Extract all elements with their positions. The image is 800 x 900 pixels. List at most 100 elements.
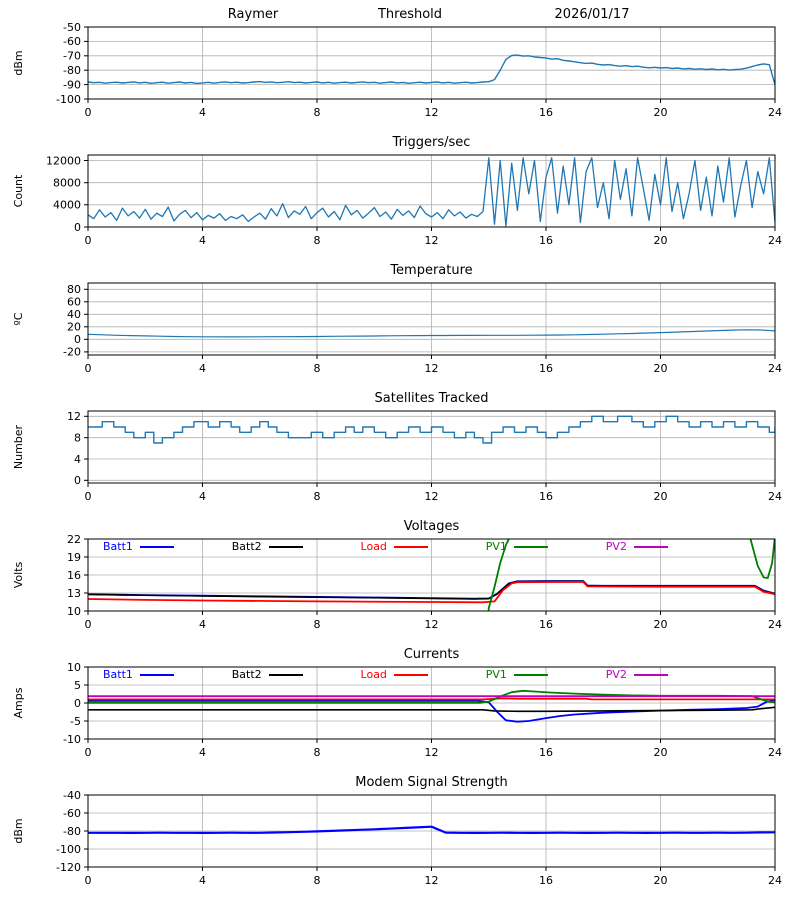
chart-title: Temperature — [390, 263, 473, 278]
svg-text:20: 20 — [654, 362, 668, 375]
y-axis-label: Volts — [12, 561, 25, 589]
svg-text:0: 0 — [74, 474, 81, 487]
svg-text:-120: -120 — [56, 861, 81, 874]
legend-label: Batt2 — [231, 668, 262, 681]
svg-text:24: 24 — [768, 874, 782, 887]
legend-label: Load — [360, 540, 387, 553]
y-axis-label: Count — [12, 174, 25, 208]
svg-text:4: 4 — [199, 362, 206, 375]
legend-line — [513, 673, 548, 676]
svg-text:4: 4 — [199, 618, 206, 631]
svg-text:-10: -10 — [63, 733, 81, 746]
chart-title: Modem Signal Strength — [355, 775, 508, 790]
legend-line — [633, 545, 668, 548]
svg-text:12: 12 — [425, 618, 439, 631]
svg-text:4000: 4000 — [53, 199, 81, 212]
svg-text:12: 12 — [425, 874, 439, 887]
svg-text:-100: -100 — [56, 843, 81, 856]
chart-panel-temperature: Temperature ºC 0 4 8 12 16 20 24 -20 0 20 40 60 80 — [0, 259, 800, 387]
legend-line — [268, 673, 303, 676]
svg-text:10: 10 — [67, 605, 81, 618]
svg-text:12: 12 — [425, 490, 439, 503]
svg-text:16: 16 — [539, 618, 553, 631]
svg-text:0: 0 — [74, 221, 81, 234]
svg-text:0: 0 — [74, 697, 81, 710]
svg-text:8: 8 — [314, 490, 321, 503]
legend-entry-batt2: Batt2 — [232, 540, 303, 553]
legend-entry-load: Load — [361, 668, 428, 681]
svg-text:24: 24 — [768, 362, 782, 375]
currents-plot: 0 4 8 12 16 20 24 -10 -5 0 5 10 — [63, 661, 782, 759]
svg-text:-80: -80 — [63, 825, 81, 838]
svg-text:8: 8 — [74, 432, 81, 445]
svg-text:12: 12 — [425, 234, 439, 247]
chart-panel-currents: Currents Amps 0 4 8 12 16 20 24 -10 -5 0 5 10 Batt1… — [0, 643, 800, 771]
svg-text:12: 12 — [425, 362, 439, 375]
legend-entry-pv2: PV2 — [606, 668, 668, 681]
svg-text:-40: -40 — [63, 789, 81, 802]
legend-entry-batt2: Batt2 — [232, 668, 303, 681]
svg-text:10: 10 — [67, 661, 81, 674]
legend-entry-pv1: PV1 — [486, 540, 548, 553]
legend-entry-batt1: Batt1 — [103, 668, 174, 681]
svg-text:12: 12 — [425, 746, 439, 759]
svg-text:-50: -50 — [63, 21, 81, 34]
svg-text:16: 16 — [67, 569, 81, 582]
svg-text:0: 0 — [74, 333, 81, 346]
svg-text:0: 0 — [85, 490, 92, 503]
svg-text:-5: -5 — [70, 715, 81, 728]
svg-text:24: 24 — [768, 490, 782, 503]
legend-label: Batt1 — [103, 540, 133, 553]
svg-text:20: 20 — [654, 490, 668, 503]
svg-text:16: 16 — [539, 874, 553, 887]
legend-line — [393, 545, 428, 548]
svg-text:0: 0 — [85, 362, 92, 375]
svg-text:12: 12 — [425, 106, 439, 119]
svg-text:8: 8 — [314, 618, 321, 631]
y-axis-label: Number — [12, 424, 25, 470]
chart-panel-satellites: Satellites Tracked Number 0 4 8 12 16 20 24 0 4 8… — [0, 387, 800, 515]
svg-text:24: 24 — [768, 234, 782, 247]
chart-header: Raymer Threshold 2026/01/17 — [0, 7, 800, 25]
chart-title: Voltages — [403, 519, 460, 534]
legend-line — [513, 545, 548, 548]
chart-legend: Batt1 Batt2 Load PV1 PV2 — [103, 668, 668, 681]
svg-text:0: 0 — [85, 106, 92, 119]
svg-text:4: 4 — [199, 874, 206, 887]
svg-text:20: 20 — [654, 106, 668, 119]
svg-text:-100: -100 — [56, 93, 81, 106]
y-axis-label: Amps — [12, 687, 25, 719]
legend-line — [268, 545, 303, 548]
svg-text:80: 80 — [67, 283, 81, 296]
svg-text:-80: -80 — [63, 64, 81, 77]
y-axis-label: ºC — [12, 312, 25, 326]
svg-text:24: 24 — [768, 618, 782, 631]
svg-text:-60: -60 — [63, 807, 81, 820]
svg-text:-60: -60 — [63, 35, 81, 48]
legend-line — [139, 545, 174, 548]
svg-text:-90: -90 — [63, 78, 81, 91]
chart-title: Currents — [403, 647, 460, 662]
svg-text:20: 20 — [67, 321, 81, 334]
legend-entry-pv1: PV1 — [486, 668, 548, 681]
chart-title: Triggers/sec — [392, 135, 471, 150]
chart-title: Satellites Tracked — [374, 391, 489, 406]
svg-text:0: 0 — [85, 746, 92, 759]
svg-text:20: 20 — [654, 234, 668, 247]
triggers-plot: 0 4 8 12 16 20 24 0 4000 8000 12000 — [46, 154, 782, 247]
svg-text:13: 13 — [67, 587, 81, 600]
svg-text:12: 12 — [67, 410, 81, 423]
svg-text:20: 20 — [654, 746, 668, 759]
svg-text:4: 4 — [74, 453, 81, 466]
svg-text:0: 0 — [85, 874, 92, 887]
legend-label: PV2 — [605, 540, 627, 553]
svg-text:0: 0 — [85, 618, 92, 631]
svg-text:8: 8 — [314, 874, 321, 887]
title-threshold: Threshold — [377, 7, 443, 22]
svg-text:60: 60 — [67, 296, 81, 309]
legend-entry-batt1: Batt1 — [103, 540, 174, 553]
svg-text:8000: 8000 — [53, 177, 81, 190]
svg-text:8: 8 — [314, 234, 321, 247]
